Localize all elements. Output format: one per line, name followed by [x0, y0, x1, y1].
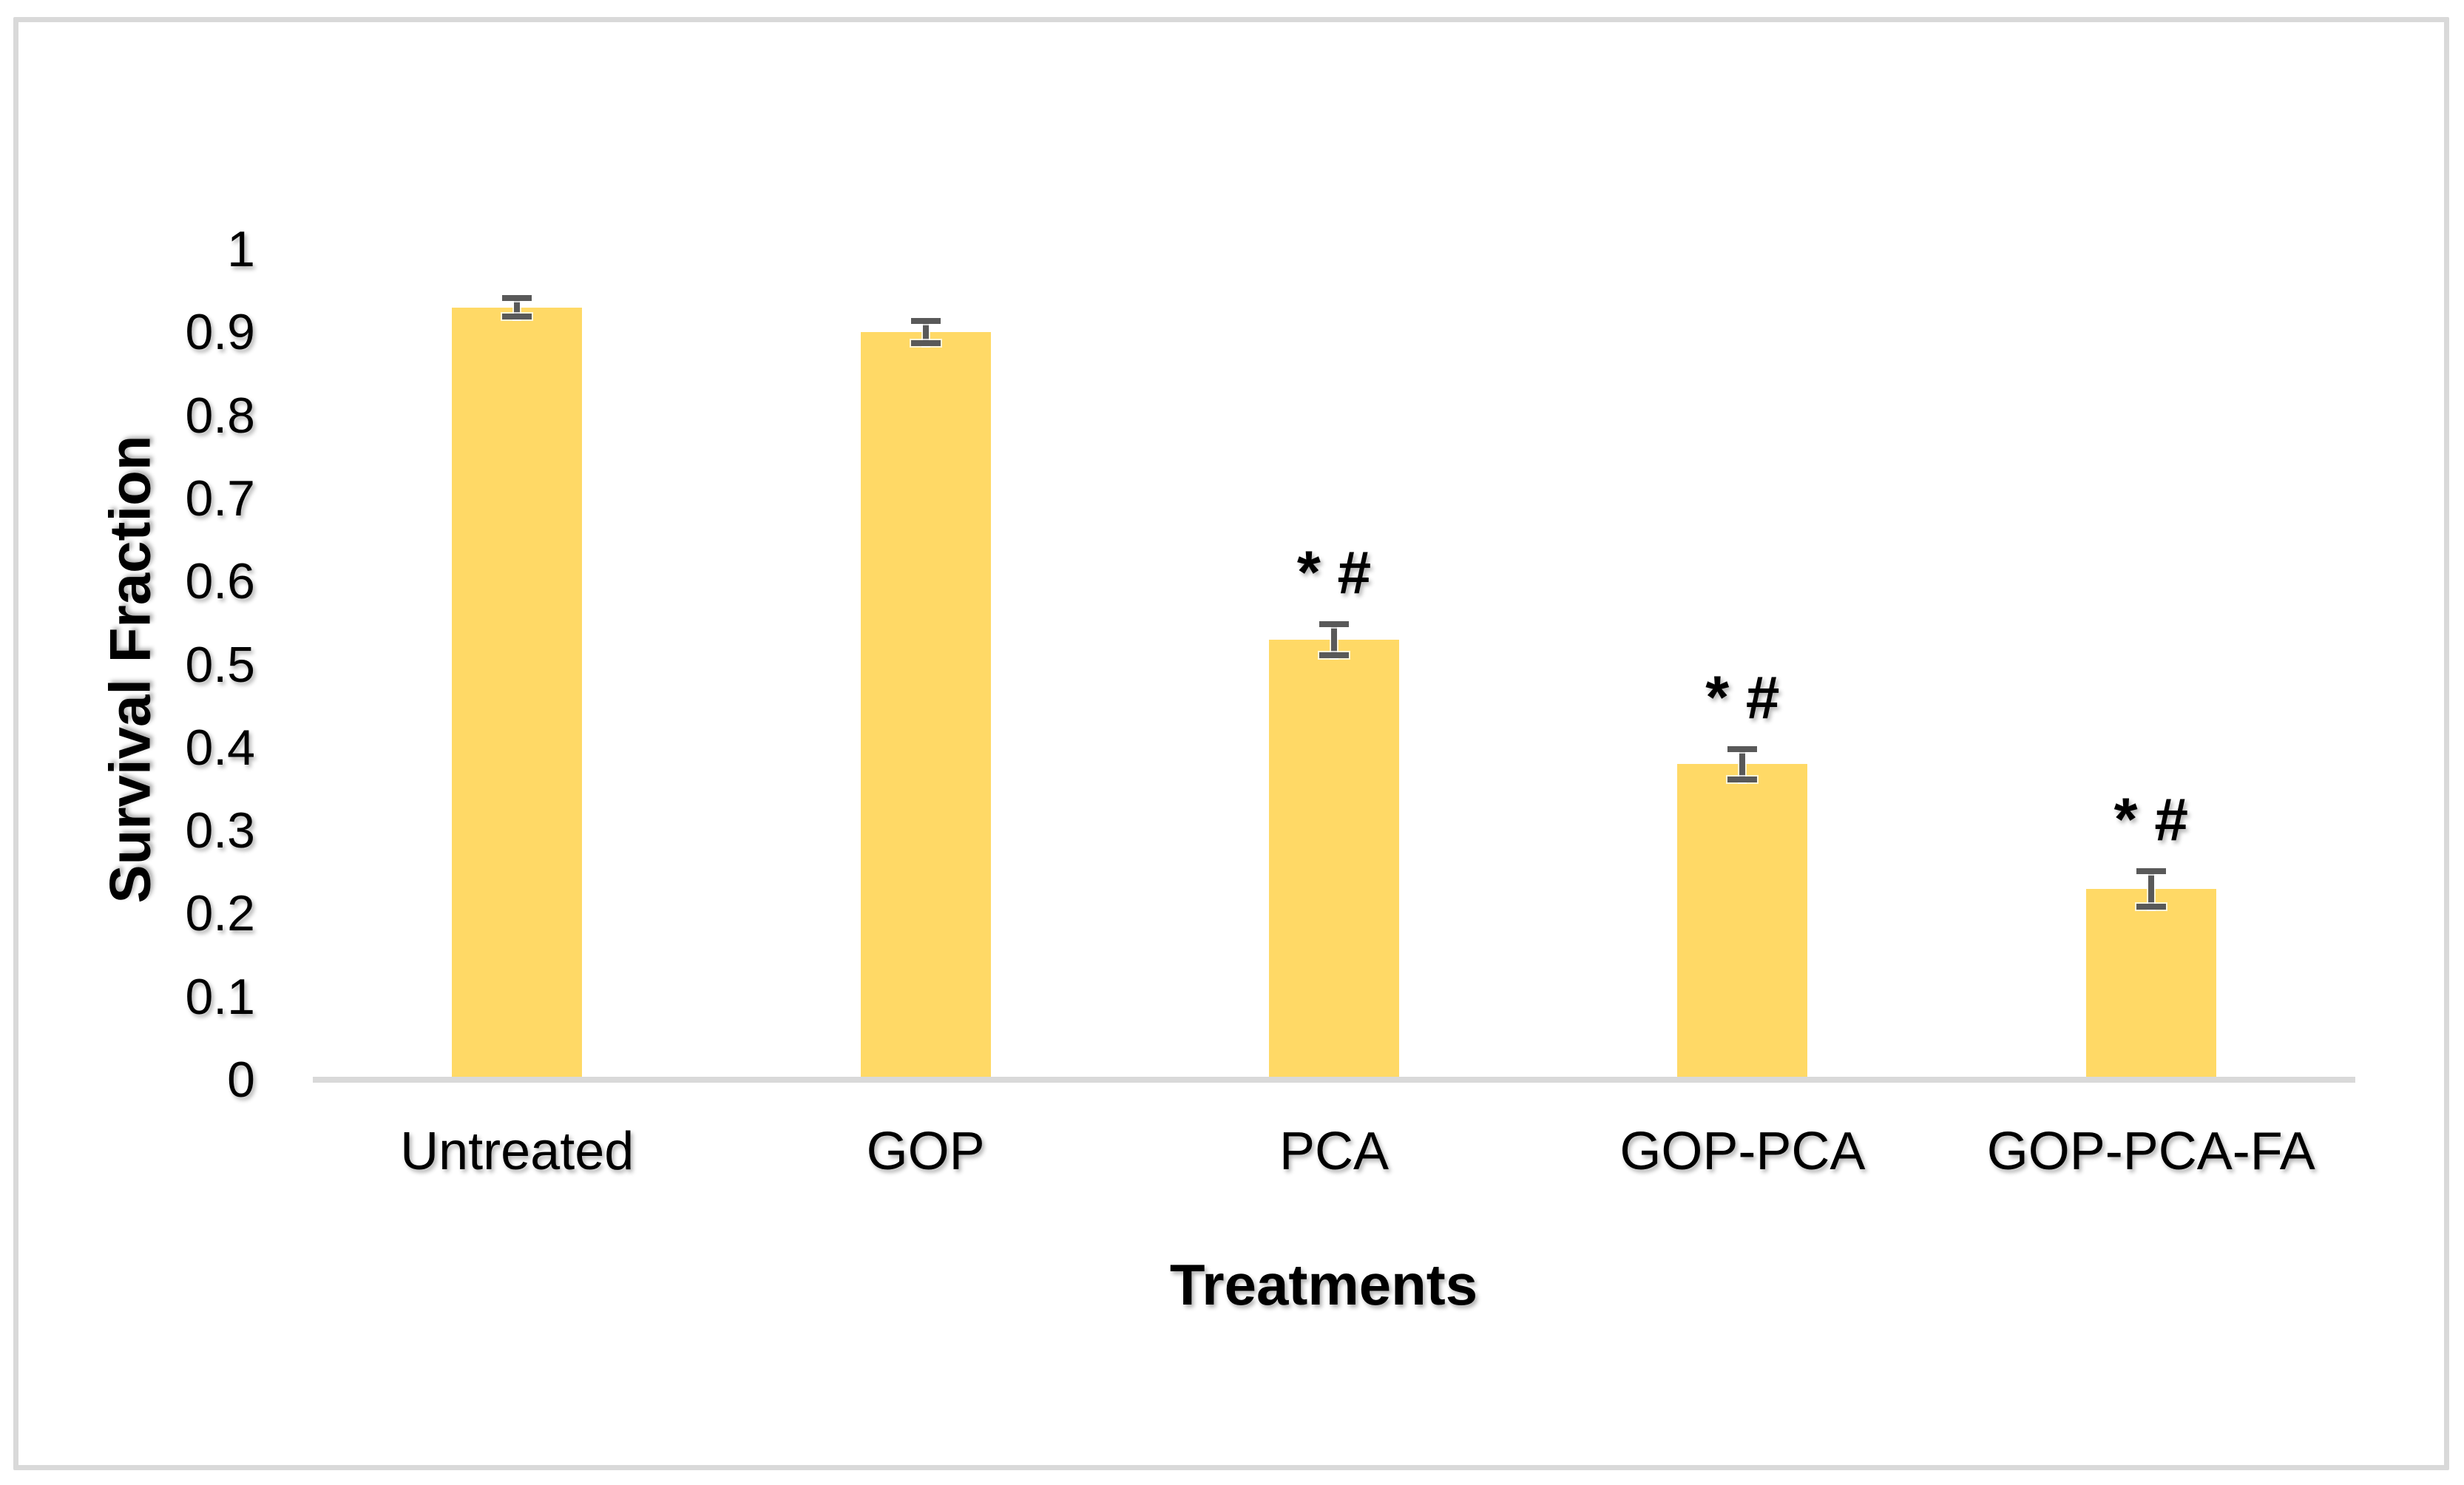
significance-annotation-gop-pca: * # — [1705, 663, 1780, 731]
error-bar-top-cap — [2136, 867, 2166, 874]
x-axis-title: Treatments — [1169, 1252, 1478, 1317]
y-tick-label-0-2: 0.2 — [185, 885, 255, 942]
error-bar-bottom-cap — [502, 314, 532, 320]
plot-area — [313, 249, 2355, 1080]
y-tick-label-0: 0 — [227, 1052, 255, 1108]
y-tick-label-0-5: 0.5 — [185, 636, 255, 693]
x-category-label-gop-pca-fa: GOP-PCA-FA — [1986, 1122, 2315, 1181]
y-tick-label-0-1: 0.1 — [185, 968, 255, 1025]
y-tick-label-0-3: 0.3 — [185, 802, 255, 859]
x-category-label-untreated: Untreated — [400, 1122, 634, 1181]
error-bar-gop-pca-fa — [2136, 867, 2166, 910]
error-bar-gop-pca — [1727, 745, 1758, 782]
error-bar-bottom-cap — [910, 340, 941, 347]
error-bar-bottom-cap — [2136, 903, 2166, 910]
error-bar-untreated — [502, 294, 532, 320]
x-category-label-gop-pca: GOP-PCA — [1619, 1122, 1866, 1181]
bar-untreated — [452, 307, 583, 1080]
error-bar-top-cap — [1319, 621, 1349, 628]
error-bar-top-cap — [910, 318, 941, 325]
bar-gop-pca-fa — [2085, 888, 2216, 1080]
y-tick-label-0-4: 0.4 — [185, 719, 255, 776]
error-bar-line — [1331, 621, 1337, 658]
y-tick-label-0-9: 0.9 — [185, 304, 255, 361]
chart-outer-border — [13, 17, 2449, 1470]
bar-pca — [1269, 639, 1399, 1080]
y-tick-label-1: 1 — [227, 221, 255, 277]
bar-gop-pca — [1677, 764, 1808, 1080]
x-category-label-pca: PCA — [1279, 1122, 1390, 1181]
error-bar-line — [2147, 867, 2154, 910]
error-bar-bottom-cap — [1727, 776, 1758, 782]
y-tick-label-0-7: 0.7 — [185, 470, 255, 527]
error-bar-bottom-cap — [1319, 652, 1349, 658]
significance-annotation-gop-pca-fa: * # — [2113, 785, 2188, 853]
error-bar-line — [1739, 745, 1746, 782]
error-bar-top-cap — [502, 294, 532, 301]
significance-annotation-pca: * # — [1296, 539, 1372, 607]
y-tick-label-0-6: 0.6 — [185, 553, 255, 610]
x-axis-line — [313, 1077, 2355, 1083]
y-tick-label-0-8: 0.8 — [185, 387, 255, 444]
error-bar-line — [514, 294, 521, 320]
error-bar-line — [922, 318, 929, 347]
error-bar-gop — [910, 318, 941, 347]
bar-gop — [860, 332, 991, 1080]
x-category-label-gop: GOP — [866, 1122, 985, 1181]
error-bar-pca — [1319, 621, 1349, 658]
error-bar-top-cap — [1727, 745, 1758, 752]
